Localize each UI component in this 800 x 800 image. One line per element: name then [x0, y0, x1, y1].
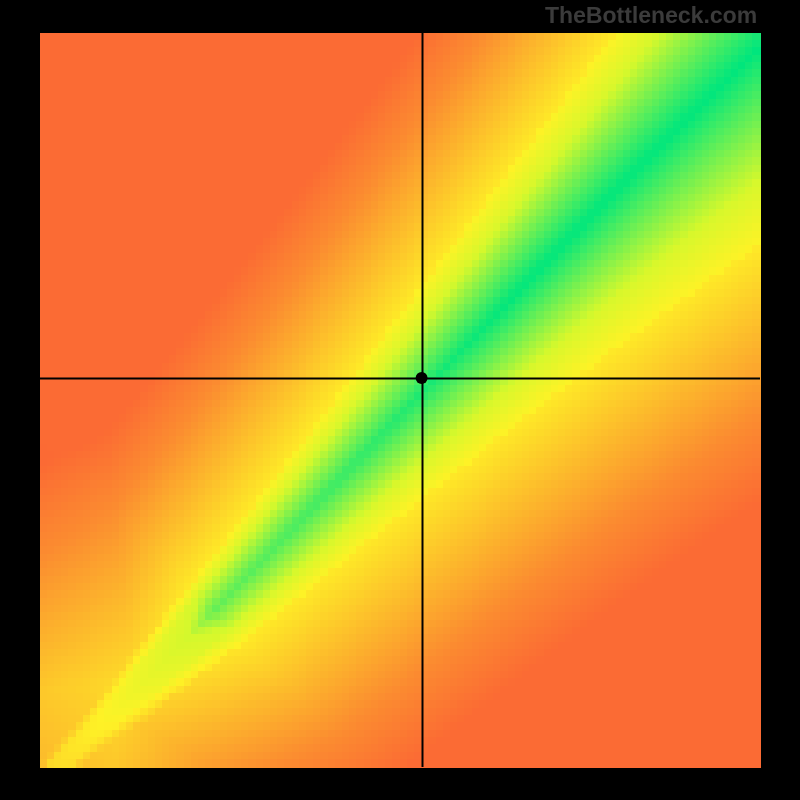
- bottleneck-heatmap: [0, 0, 800, 800]
- chart-container: TheBottleneck.com: [0, 0, 800, 800]
- watermark-text: TheBottleneck.com: [545, 2, 757, 29]
